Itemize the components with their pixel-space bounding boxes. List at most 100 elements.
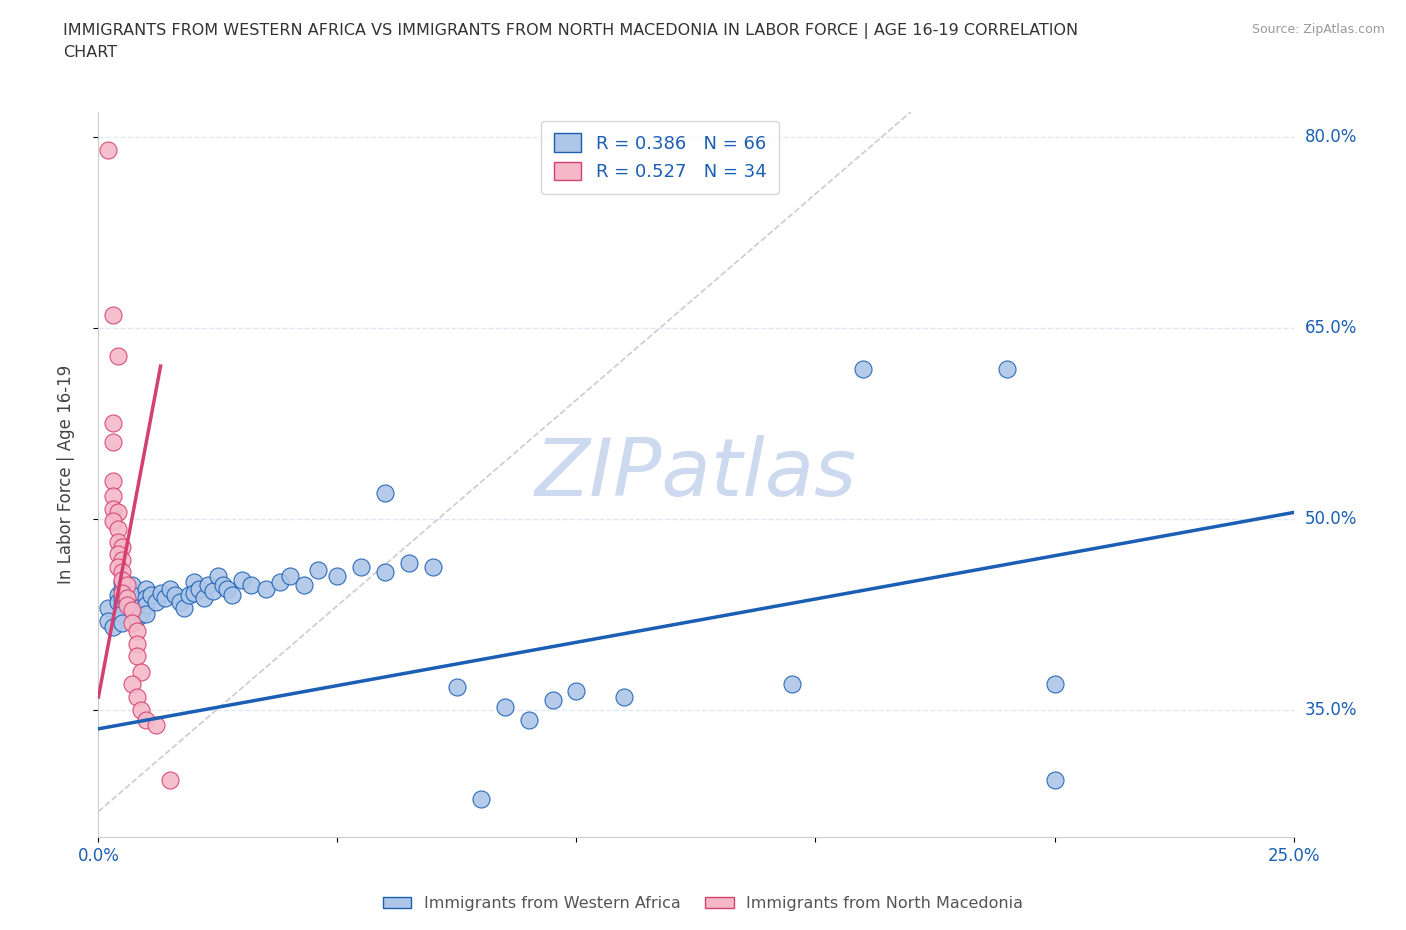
Point [149, 585, 172, 600]
Point [101, 501, 124, 516]
Point [101, 514, 124, 529]
Point [107, 505, 129, 520]
Point [159, 772, 181, 787]
Point [326, 568, 349, 583]
Text: IMMIGRANTS FROM WESTERN AFRICA VS IMMIGRANTS FROM NORTH MACEDONIA IN LABOR FORCE: IMMIGRANTS FROM WESTERN AFRICA VS IMMIGR… [63, 23, 1078, 60]
Point [145, 718, 167, 733]
Point [470, 791, 492, 806]
Point [187, 581, 209, 596]
Point [217, 581, 239, 596]
Point [422, 560, 444, 575]
Text: 50.0%: 50.0% [1305, 510, 1357, 528]
Point [197, 578, 219, 592]
Point [193, 591, 215, 605]
Point [125, 601, 148, 616]
Point [107, 547, 129, 562]
Point [107, 349, 129, 364]
Point [1043, 772, 1066, 787]
Point [111, 552, 134, 567]
Point [101, 416, 124, 431]
Text: 80.0%: 80.0% [1305, 128, 1357, 146]
Point [374, 486, 396, 501]
Point [307, 563, 329, 578]
Point [254, 581, 277, 596]
Point [221, 588, 243, 603]
Point [139, 588, 162, 603]
Point [613, 689, 636, 704]
Legend: R = 0.386   N = 66, R = 0.527   N = 34: R = 0.386 N = 66, R = 0.527 N = 34 [541, 121, 779, 193]
Point [115, 594, 138, 609]
Point [111, 539, 134, 554]
Point [111, 565, 134, 579]
Point [115, 578, 138, 592]
Point [101, 488, 124, 503]
Point [995, 361, 1018, 376]
Point [446, 680, 468, 695]
Point [125, 689, 148, 704]
Point [111, 607, 134, 622]
Point [111, 585, 134, 600]
Point [97, 613, 120, 628]
Text: 35.0%: 35.0% [1305, 700, 1357, 719]
Point [169, 594, 191, 609]
Point [135, 581, 157, 596]
Point [278, 568, 301, 583]
Point [780, 677, 803, 692]
Point [107, 560, 129, 575]
Point [121, 616, 143, 631]
Point [107, 594, 129, 609]
Point [155, 591, 177, 605]
Point [240, 578, 263, 592]
Point [179, 588, 201, 603]
Point [107, 535, 129, 550]
Point [97, 142, 120, 157]
Point [111, 616, 134, 631]
Y-axis label: In Labor Force | Age 16-19: In Labor Force | Age 16-19 [56, 365, 75, 584]
Point [101, 619, 124, 634]
Point [111, 581, 134, 596]
Point [269, 575, 291, 590]
Point [541, 692, 564, 707]
Point [565, 684, 588, 698]
Point [121, 588, 143, 603]
Point [97, 601, 120, 616]
Point [231, 573, 253, 588]
Point [374, 565, 396, 579]
Point [125, 623, 148, 638]
Point [202, 584, 225, 599]
Legend: Immigrants from Western Africa, Immigrants from North Macedonia: Immigrants from Western Africa, Immigran… [377, 890, 1029, 917]
Text: 65.0%: 65.0% [1305, 319, 1357, 337]
Point [1043, 677, 1066, 692]
Point [494, 699, 516, 714]
Point [125, 649, 148, 664]
Point [159, 581, 181, 596]
Point [101, 308, 124, 323]
Point [115, 584, 138, 599]
Point [135, 712, 157, 727]
Point [131, 702, 153, 717]
Point [101, 435, 124, 450]
Point [125, 636, 148, 651]
Point [111, 575, 134, 590]
Point [131, 607, 153, 622]
Point [852, 361, 875, 376]
Point [350, 560, 373, 575]
Point [115, 591, 138, 605]
Point [398, 556, 420, 571]
Point [135, 591, 157, 605]
Point [111, 573, 134, 588]
Point [101, 473, 124, 488]
Point [183, 585, 205, 600]
Point [207, 568, 229, 583]
Point [121, 603, 143, 618]
Text: Source: ZipAtlas.com: Source: ZipAtlas.com [1251, 23, 1385, 36]
Point [145, 594, 167, 609]
Point [107, 588, 129, 603]
Point [111, 591, 134, 605]
Point [183, 575, 205, 590]
Text: ZIPatlas: ZIPatlas [534, 435, 858, 513]
Point [211, 578, 233, 592]
Point [107, 522, 129, 537]
Point [111, 598, 134, 613]
Point [121, 578, 143, 592]
